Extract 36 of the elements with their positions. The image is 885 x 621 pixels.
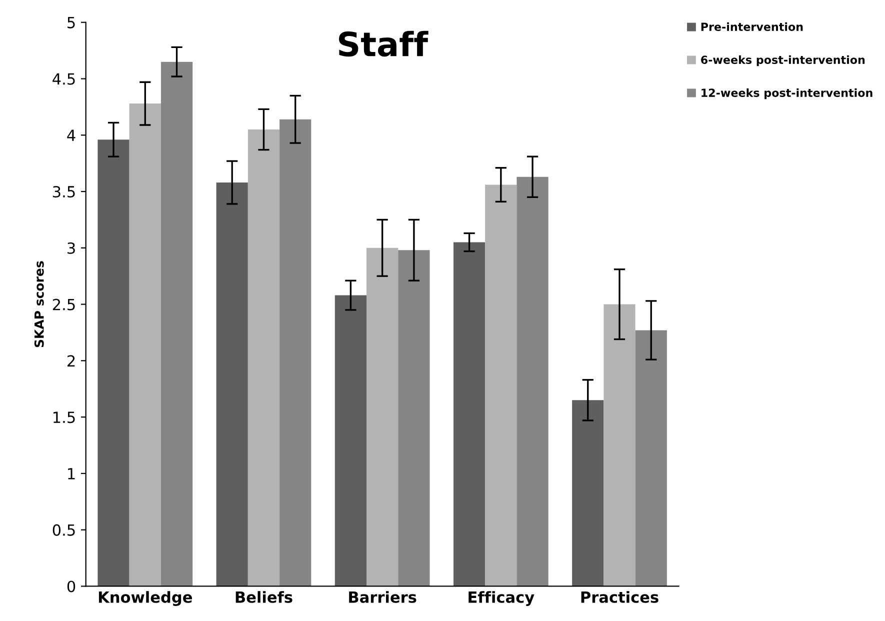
y-axis-title: SKAP scores <box>34 261 44 348</box>
bar <box>604 304 636 586</box>
x-tick-label: Practices <box>581 591 658 603</box>
bar <box>248 129 280 586</box>
y-tick-label: 3.5 <box>52 186 75 198</box>
bar <box>398 250 430 586</box>
y-tick-label: 5 <box>68 17 75 28</box>
bar <box>453 242 486 586</box>
y-tick-label: 3 <box>68 242 75 254</box>
y-tick-label: 2.5 <box>52 298 75 310</box>
bar <box>98 140 130 586</box>
y-tick-label: 4 <box>67 130 76 141</box>
legend-label: Pre-intervention <box>701 22 803 32</box>
bar <box>485 184 517 586</box>
bar <box>216 182 248 586</box>
x-tick-label: Knowledge <box>98 591 192 606</box>
x-tick-label: Beliefs <box>236 591 292 603</box>
y-tick-label: 2 <box>68 355 75 366</box>
bar <box>160 62 193 586</box>
bar <box>572 400 604 586</box>
bar <box>129 104 161 586</box>
y-tick-label: 1 <box>68 468 75 480</box>
y-tick-label: 0.5 <box>52 524 75 536</box>
bar <box>334 295 367 586</box>
bar <box>516 176 548 586</box>
y-tick-label: 1.5 <box>54 412 75 424</box>
legend-label: 12-weeks post-intervention <box>702 88 872 100</box>
x-tick-label: Barriers <box>349 591 416 603</box>
y-tick-label: 4.5 <box>52 73 75 85</box>
chart-title: Staff <box>338 30 428 57</box>
bar <box>280 119 312 586</box>
y-tick-label: 0 <box>67 580 76 592</box>
x-tick-label: Efficacy <box>468 591 534 606</box>
bar <box>635 330 667 586</box>
legend-label: 6-weeks post-intervention <box>701 55 865 66</box>
bar <box>366 248 398 586</box>
